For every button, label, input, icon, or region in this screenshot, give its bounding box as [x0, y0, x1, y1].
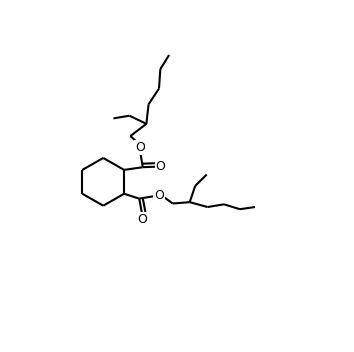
Text: O: O	[135, 141, 145, 154]
Text: O: O	[138, 213, 148, 226]
Text: O: O	[154, 189, 164, 202]
Text: O: O	[156, 160, 166, 173]
